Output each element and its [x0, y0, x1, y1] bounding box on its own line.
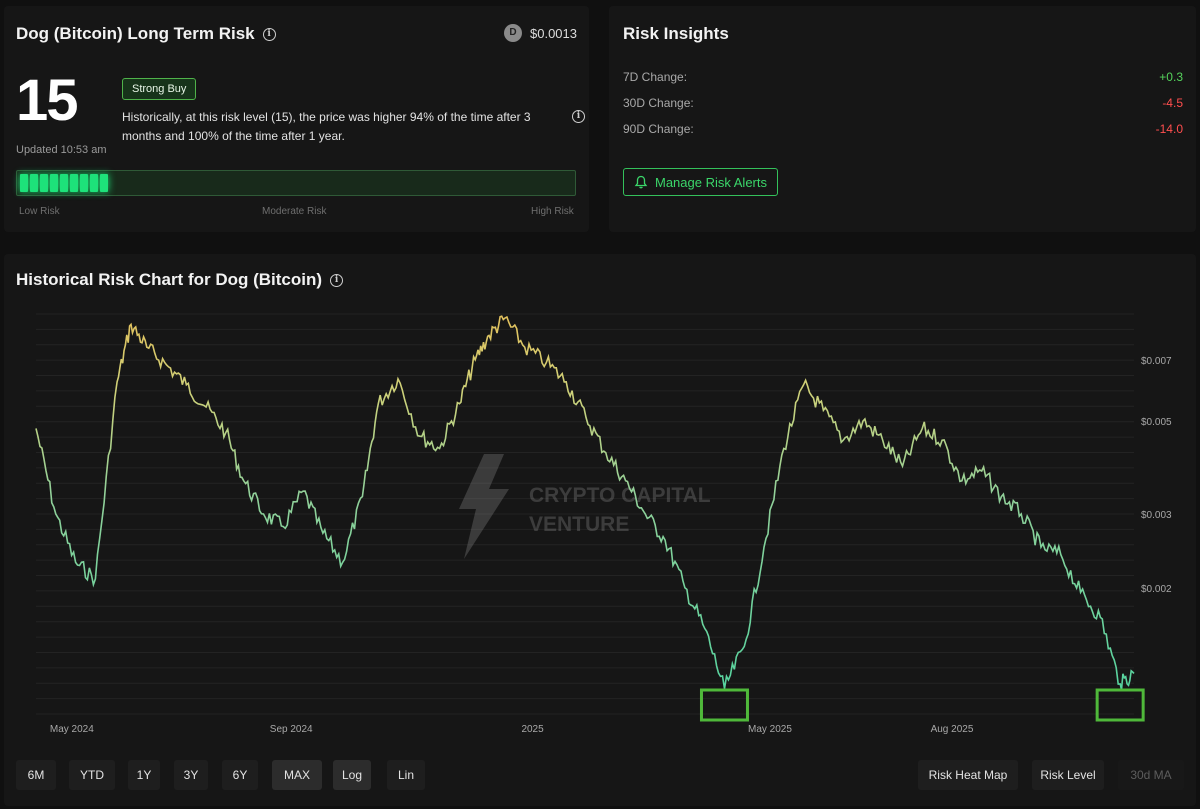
- change-7d-label: 7D Change:: [623, 70, 688, 84]
- change-7d-row: 7D Change: +0.3: [623, 70, 1183, 84]
- insights-title: Risk Insights: [623, 24, 729, 43]
- change-30d-value: -4.5: [1162, 96, 1183, 110]
- risk-value: 15: [16, 68, 78, 133]
- range-button-6m[interactable]: 6M: [16, 760, 56, 790]
- price-value: $0.0013: [530, 25, 577, 41]
- scale-button-log[interactable]: Log: [333, 760, 371, 790]
- risk-bar-segment: [90, 174, 98, 192]
- manage-risk-alerts-label: Manage Risk Alerts: [655, 174, 767, 190]
- risk-bar-segment: [70, 174, 78, 192]
- risk-bar-segment: [100, 174, 108, 192]
- y-axis: $0.007 $0.005 $0.003 $0.002: [1141, 356, 1172, 595]
- bell-icon: [634, 175, 648, 189]
- risk-series-line: [35, 315, 1135, 691]
- chart-info-icon[interactable]: i: [330, 274, 344, 287]
- watermark: CRYPTO CAPITAL VENTURE: [459, 454, 711, 559]
- change-90d-row: 90D Change: -14.0: [623, 122, 1183, 136]
- range-button-ytd[interactable]: YTD: [69, 760, 115, 790]
- long-term-risk-card: Dog (Bitcoin) Long Term Risk i D $0.0013 …: [4, 6, 589, 232]
- range-button-6y[interactable]: 6Y: [222, 760, 258, 790]
- low-risk-label: Low Risk: [19, 206, 60, 217]
- lightning-logo-icon: [459, 454, 509, 559]
- x-axis: May 2024 Sep 2024 2025 May 2025 Aug 2025: [50, 724, 974, 735]
- view-button-risk-heat-map[interactable]: Risk Heat Map: [918, 760, 1018, 790]
- scale-button-lin[interactable]: Lin: [387, 760, 425, 790]
- change-90d-value: -14.0: [1155, 122, 1183, 136]
- y-tick-label: $0.002: [1141, 584, 1172, 595]
- change-90d-label: 90D Change:: [623, 122, 694, 136]
- risk-bar-segment: [80, 174, 88, 192]
- risk-bar-segment: [20, 174, 28, 192]
- info-icon[interactable]: i: [262, 28, 276, 41]
- risk-level-bar-fill: [20, 174, 108, 192]
- y-tick-label: $0.003: [1141, 510, 1172, 521]
- x-tick-label: Aug 2025: [931, 724, 974, 735]
- risk-line-chart[interactable]: CRYPTO CAPITAL VENTURE $0.007$0.005$0.00…: [4, 294, 1196, 744]
- risk-bar-segment: [30, 174, 38, 192]
- risk-level-bar: [16, 170, 576, 196]
- low-highlights: [699, 688, 1145, 722]
- rating-badge: Strong Buy: [122, 78, 197, 100]
- coin-logo-icon: D: [504, 24, 522, 42]
- view-button-risk-level[interactable]: Risk Level: [1032, 760, 1104, 790]
- x-tick-label: May 2024: [50, 724, 94, 735]
- moderate-risk-label: Moderate Risk: [262, 206, 327, 217]
- y-tick-label: $0.007: [1141, 356, 1172, 367]
- chart-title: Historical Risk Chart for Dog (Bitcoin) i: [16, 270, 344, 290]
- change-30d-label: 30D Change:: [623, 96, 694, 110]
- watermark-line-1: CRYPTO CAPITAL: [529, 484, 711, 507]
- low-highlight-box: [699, 688, 749, 722]
- high-risk-label: High Risk: [531, 206, 574, 217]
- risk-insights-card: Risk Insights 7D Change: +0.3 30D Change…: [609, 6, 1196, 232]
- risk-card-title-text: Dog (Bitcoin) Long Term Risk: [16, 24, 255, 43]
- view-button-30d-ma[interactable]: 30d MA: [1118, 760, 1184, 790]
- risk-bar-segment: [60, 174, 68, 192]
- change-30d-row: 30D Change: -4.5: [623, 96, 1183, 110]
- risk-bar-segment: [40, 174, 48, 192]
- historical-risk-chart-card: Historical Risk Chart for Dog (Bitcoin) i…: [4, 254, 1196, 806]
- watermark-line-2: VENTURE: [529, 513, 629, 536]
- description-info-icon[interactable]: i: [572, 110, 585, 123]
- y-tick-label: $0.005: [1141, 417, 1172, 428]
- manage-risk-alerts-button[interactable]: Manage Risk Alerts: [623, 168, 778, 196]
- chart-title-text: Historical Risk Chart for Dog (Bitcoin): [16, 270, 323, 289]
- x-tick-label: 2025: [521, 724, 544, 735]
- risk-card-title: Dog (Bitcoin) Long Term Risk i: [16, 24, 276, 44]
- range-button-max[interactable]: MAX: [272, 760, 322, 790]
- low-highlight-box: [1095, 688, 1145, 722]
- x-tick-label: May 2025: [748, 724, 792, 735]
- current-price: D $0.0013: [504, 24, 577, 42]
- risk-bar-segment: [50, 174, 58, 192]
- change-7d-value: +0.3: [1159, 70, 1183, 84]
- range-button-3y[interactable]: 3Y: [174, 760, 208, 790]
- x-tick-label: Sep 2024: [270, 724, 313, 735]
- chart-grid: [36, 313, 1134, 715]
- risk-description: Historically, at this risk level (15), t…: [122, 110, 531, 143]
- range-button-1y[interactable]: 1Y: [128, 760, 160, 790]
- updated-time: Updated 10:53 am: [16, 144, 107, 156]
